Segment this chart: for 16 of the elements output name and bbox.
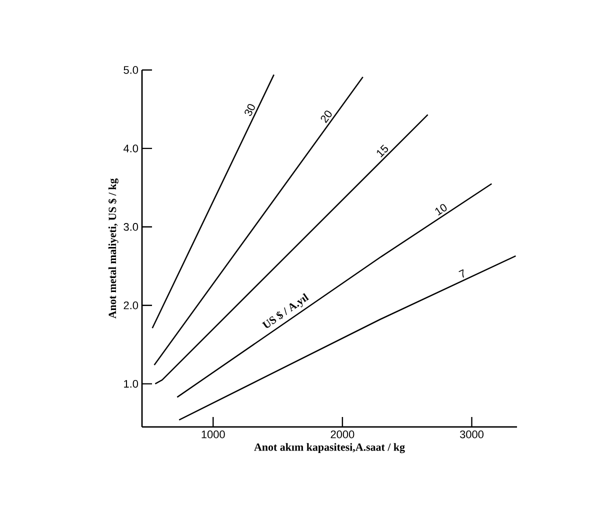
y-tick-label: 5.0	[124, 66, 138, 74]
text: 15	[376, 144, 388, 158]
annotation: US $ / A.yıl	[262, 293, 310, 328]
y-tick-label: 1.0	[124, 380, 138, 388]
text: 20	[320, 110, 332, 124]
y-axis-title: Anot metal maliyeti, US $ / kg	[108, 178, 118, 319]
text: 10	[435, 204, 447, 216]
text: 30	[244, 104, 255, 116]
x-tick-label: 1000	[202, 430, 225, 438]
x-tick-label: 3000	[460, 430, 484, 438]
y-tick-label: 4.0	[124, 144, 138, 152]
y-tick-label: 3.0	[124, 223, 138, 231]
text: 7	[458, 269, 464, 278]
x-tick-label: 2000	[330, 430, 354, 438]
x-axis-title: Anot akım kapasitesi,A.saat / kg	[254, 443, 405, 454]
y-tick-label: 2.0	[124, 302, 138, 310]
